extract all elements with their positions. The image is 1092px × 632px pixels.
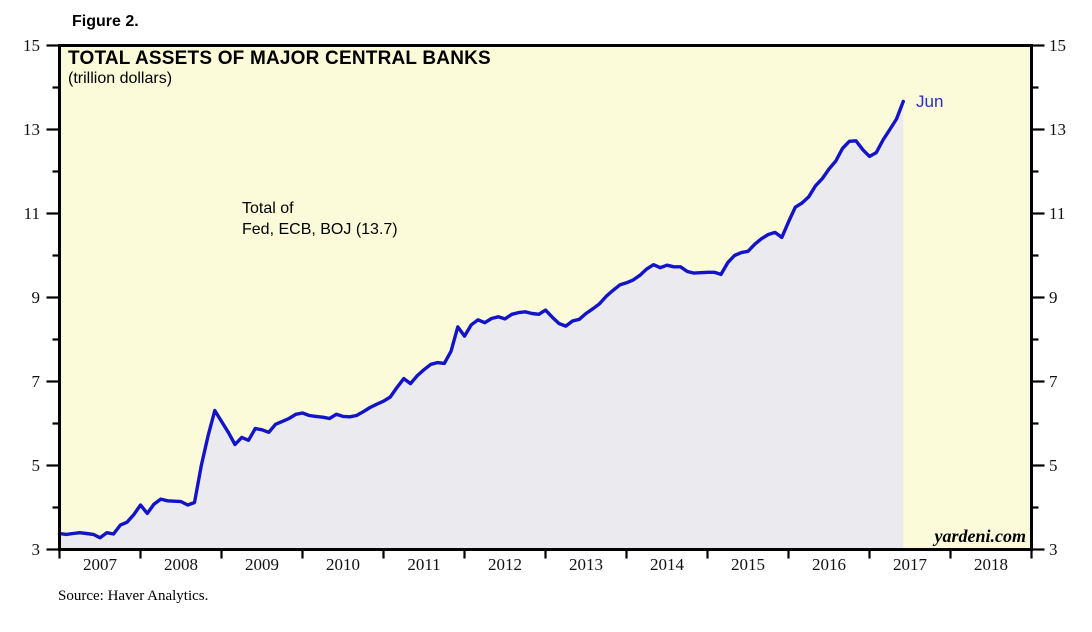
- x-axis-tick-label: 2007: [83, 555, 117, 574]
- x-axis-tick-label: 2010: [326, 555, 360, 574]
- x-axis-tick-label: 2016: [812, 555, 846, 574]
- source-note: Source: Haver Analytics.: [58, 588, 209, 604]
- chart-title: TOTAL ASSETS OF MAJOR CENTRAL BANKS: [68, 48, 491, 69]
- y-axis-left-tick-label: 13: [23, 120, 40, 139]
- figure-label: Figure 2.: [72, 13, 139, 30]
- y-axis-left-tick-label: 15: [23, 36, 40, 55]
- y-axis-right-tick-label: 7: [1049, 372, 1058, 391]
- series-annotation: Total of Fed, ECB, BOJ (13.7): [242, 198, 398, 240]
- x-axis-tick-label: 2012: [488, 555, 522, 574]
- y-axis-right-tick-label: 13: [1049, 120, 1066, 139]
- area-fill: [59, 101, 904, 550]
- y-axis-left-tick-label: 5: [31, 456, 41, 475]
- x-axis-tick-label: 2009: [245, 555, 279, 574]
- x-axis-tick-label: 2013: [569, 555, 603, 574]
- series-annotation-line1: Total of: [242, 200, 294, 217]
- x-axis-tick-label: 2014: [650, 555, 684, 574]
- y-axis-left-tick-label: 7: [31, 372, 41, 391]
- plot-border: [58, 44, 1033, 551]
- y-axis-right-tick-label: 9: [1049, 288, 1058, 307]
- end-point-label: Jun: [916, 92, 944, 111]
- y-axis-left-tick-label: 11: [23, 204, 40, 223]
- x-axis-tick-label: 2008: [164, 555, 198, 574]
- watermark: yardeni.com: [934, 526, 1027, 546]
- y-axis-right-tick-label: 11: [1049, 204, 1066, 223]
- x-axis-tick-label: 2018: [974, 555, 1008, 574]
- series-annotation-line2: Fed, ECB, BOJ (13.7): [242, 221, 398, 238]
- data-line: [57, 99, 905, 540]
- y-axis-right-tick-label: 5: [1049, 456, 1058, 475]
- chart-subtitle: (trillion dollars): [68, 70, 173, 87]
- y-axis-right-tick-label: 3: [1049, 540, 1058, 559]
- x-axis-tick-label: 2017: [893, 555, 927, 574]
- x-axis-tick-label: 2015: [731, 555, 765, 574]
- y-axis-left-tick-label: 9: [31, 288, 41, 307]
- y-axis-right-tick-label: 15: [1049, 36, 1066, 55]
- x-axis-tick-label: 2011: [407, 555, 441, 574]
- y-axis-left-tick-label: 3: [31, 540, 41, 559]
